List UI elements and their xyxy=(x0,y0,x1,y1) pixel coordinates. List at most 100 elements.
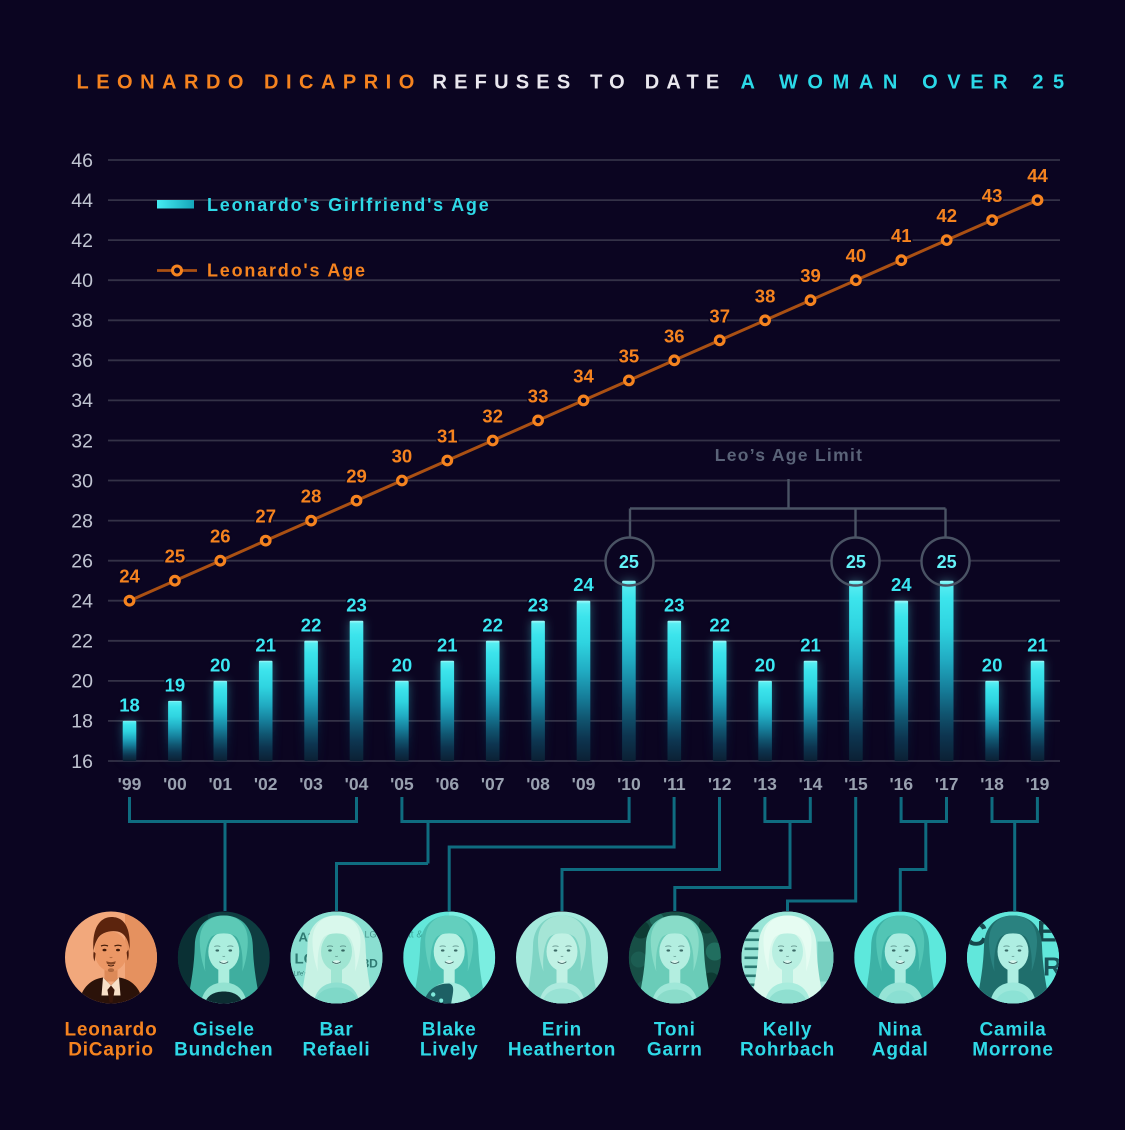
svg-text:'08: '08 xyxy=(526,774,550,794)
svg-text:Blake: Blake xyxy=(422,1020,477,1041)
svg-text:39: 39 xyxy=(800,265,821,286)
svg-text:'04: '04 xyxy=(345,774,369,794)
svg-text:Erin: Erin xyxy=(542,1020,582,1041)
svg-text:43: 43 xyxy=(982,185,1003,206)
svg-text:30: 30 xyxy=(71,470,93,492)
svg-text:'09: '09 xyxy=(572,774,596,794)
svg-text:40: 40 xyxy=(846,245,867,266)
svg-text:Gisele: Gisele xyxy=(193,1020,255,1041)
svg-text:32: 32 xyxy=(482,406,503,427)
svg-text:Bar: Bar xyxy=(319,1020,353,1041)
svg-text:Toni: Toni xyxy=(654,1020,696,1041)
svg-text:20: 20 xyxy=(982,654,1003,675)
svg-text:Nina: Nina xyxy=(878,1020,922,1041)
svg-text:Heatherton: Heatherton xyxy=(508,1040,616,1061)
svg-text:24: 24 xyxy=(119,566,140,587)
svg-text:Bundchen: Bundchen xyxy=(174,1040,273,1061)
svg-text:41: 41 xyxy=(891,225,912,246)
svg-text:LG: LG xyxy=(365,930,377,940)
svg-text:20: 20 xyxy=(210,654,231,675)
svg-text:DiCaprio: DiCaprio xyxy=(68,1040,154,1061)
svg-text:25: 25 xyxy=(619,552,639,572)
svg-text:24: 24 xyxy=(891,574,912,595)
svg-text:40: 40 xyxy=(71,270,93,292)
svg-text:Refaeli: Refaeli xyxy=(303,1040,371,1061)
svg-text:LEONARDO DICAPRIO: LEONARDO DICAPRIO xyxy=(77,72,422,94)
svg-text:21: 21 xyxy=(1027,634,1048,655)
svg-text:37: 37 xyxy=(709,305,730,326)
svg-text:42: 42 xyxy=(71,230,93,252)
svg-text:25: 25 xyxy=(165,546,186,567)
svg-text:'03: '03 xyxy=(299,774,323,794)
svg-text:18: 18 xyxy=(119,694,140,715)
svg-text:Kelly: Kelly xyxy=(763,1020,812,1041)
svg-text:38: 38 xyxy=(71,310,93,332)
svg-text:22: 22 xyxy=(709,614,730,635)
svg-text:22: 22 xyxy=(482,614,503,635)
svg-text:33: 33 xyxy=(528,385,549,406)
svg-text:'07: '07 xyxy=(481,774,505,794)
svg-text:Agdal: Agdal xyxy=(872,1040,929,1061)
svg-text:'16: '16 xyxy=(889,774,913,794)
svg-text:20: 20 xyxy=(392,654,413,675)
svg-text:23: 23 xyxy=(346,594,367,615)
svg-text:25: 25 xyxy=(937,552,957,572)
svg-text:32: 32 xyxy=(71,430,93,452)
svg-text:16: 16 xyxy=(71,751,93,773)
svg-text:'15: '15 xyxy=(844,774,868,794)
svg-text:Leonardo: Leonardo xyxy=(65,1020,158,1041)
svg-text:Garrn: Garrn xyxy=(647,1040,703,1061)
svg-text:'00: '00 xyxy=(163,774,187,794)
svg-text:26: 26 xyxy=(210,526,231,547)
svg-text:36: 36 xyxy=(71,350,93,372)
svg-text:20: 20 xyxy=(755,654,776,675)
svg-text:36: 36 xyxy=(664,325,685,346)
svg-text:24: 24 xyxy=(71,591,93,613)
svg-text:Leo’s Age Limit: Leo’s Age Limit xyxy=(715,445,864,465)
svg-text:Leonardo's Age: Leonardo's Age xyxy=(207,261,367,281)
svg-text:22: 22 xyxy=(301,614,322,635)
svg-text:Lively: Lively xyxy=(420,1040,479,1061)
svg-text:29: 29 xyxy=(346,466,367,487)
svg-text:'06: '06 xyxy=(435,774,459,794)
svg-text:R: R xyxy=(1043,952,1062,982)
svg-text:'11: '11 xyxy=(663,774,686,794)
svg-text:42: 42 xyxy=(936,205,957,226)
svg-text:30: 30 xyxy=(392,446,413,467)
svg-text:Rohrbach: Rohrbach xyxy=(740,1040,835,1061)
svg-text:22: 22 xyxy=(71,631,93,653)
svg-text:20: 20 xyxy=(71,671,93,693)
svg-text:'05: '05 xyxy=(390,774,414,794)
svg-text:'99: '99 xyxy=(118,774,142,794)
svg-text:'17: '17 xyxy=(935,774,959,794)
svg-text:Leonardo's Girlfriend's Age: Leonardo's Girlfriend's Age xyxy=(207,195,491,215)
svg-text:21: 21 xyxy=(437,634,458,655)
svg-text:Life's: Life's xyxy=(294,972,308,978)
svg-text:21: 21 xyxy=(800,634,821,655)
svg-text:44: 44 xyxy=(71,190,93,212)
svg-text:21: 21 xyxy=(255,634,276,655)
svg-text:46: 46 xyxy=(71,150,93,172)
svg-text:23: 23 xyxy=(528,594,549,615)
svg-text:'12: '12 xyxy=(708,774,732,794)
svg-text:'18: '18 xyxy=(980,774,1004,794)
svg-text:27: 27 xyxy=(255,506,276,527)
svg-text:26: 26 xyxy=(71,551,93,573)
svg-text:35: 35 xyxy=(619,345,640,366)
svg-text:'10: '10 xyxy=(617,774,641,794)
svg-text:Camila: Camila xyxy=(979,1020,1046,1041)
svg-text:31: 31 xyxy=(437,426,458,447)
svg-text:23: 23 xyxy=(664,594,685,615)
svg-text:38: 38 xyxy=(755,285,776,306)
svg-text:'13: '13 xyxy=(753,774,777,794)
svg-text:at &: at & xyxy=(405,930,423,941)
svg-text:'01: '01 xyxy=(208,774,232,794)
svg-text:25: 25 xyxy=(846,552,866,572)
svg-text:'19: '19 xyxy=(1026,774,1050,794)
svg-text:'02: '02 xyxy=(254,774,278,794)
svg-text:Morrone: Morrone xyxy=(972,1040,1054,1061)
svg-text:34: 34 xyxy=(71,390,93,412)
svg-text:18: 18 xyxy=(71,711,93,733)
svg-text:A WOMAN OVER 25: A WOMAN OVER 25 xyxy=(741,72,1074,94)
svg-text:28: 28 xyxy=(71,510,93,532)
